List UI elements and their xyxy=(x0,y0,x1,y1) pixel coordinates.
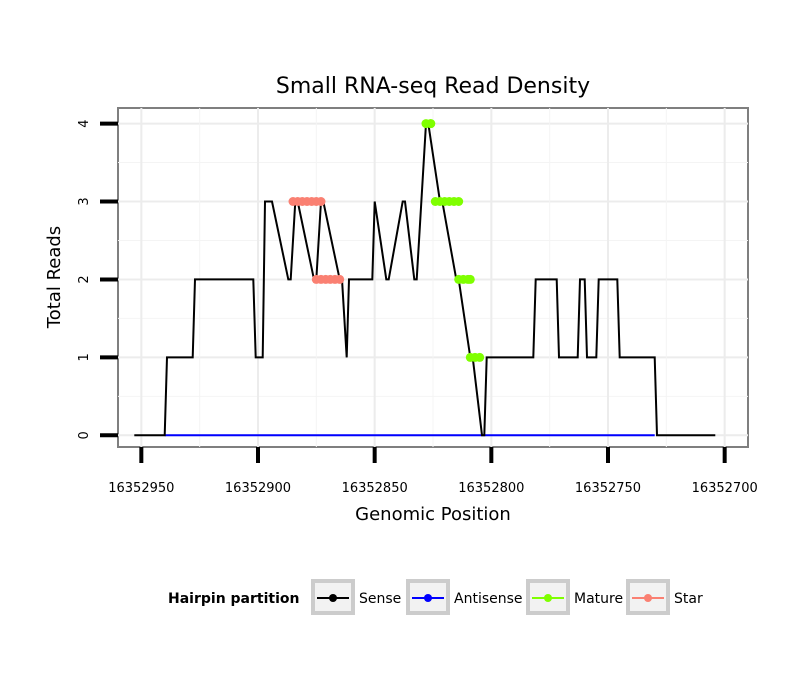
legend: Hairpin partition Sense Antisense Mature St… xyxy=(168,579,703,615)
legend-title: Hairpin partition xyxy=(168,591,299,607)
x-tick-label: 16352850 xyxy=(342,481,408,496)
legend-item-antisense: Antisense xyxy=(406,579,523,615)
y-tick-label: 4 xyxy=(77,119,92,127)
y-tick-label: 3 xyxy=(77,197,92,205)
series-layer xyxy=(134,119,716,437)
series-mature-point xyxy=(465,274,475,284)
x-tick-label: 16352750 xyxy=(575,481,641,496)
y-axis: 0 1 2 3 4 xyxy=(77,119,118,439)
x-tick-label: 16352800 xyxy=(458,481,524,496)
chart-title: Small RNA-seq Read Density xyxy=(276,74,590,99)
series-sense-line xyxy=(134,122,716,437)
legend-key-point xyxy=(644,594,652,602)
x-tick-label: 16352700 xyxy=(692,481,758,496)
y-tick-label: 0 xyxy=(77,431,92,439)
legend-item-star: Star xyxy=(626,579,703,615)
x-axis: 16352950 16352900 16352850 16352800 16352750… xyxy=(108,447,758,496)
series-mature-point xyxy=(475,352,485,362)
legend-label-antisense: Antisense xyxy=(454,591,523,607)
legend-key-point xyxy=(544,594,552,602)
legend-item-sense: Sense xyxy=(311,579,401,615)
y-tick-label: 1 xyxy=(77,353,92,361)
legend-label-star: Star xyxy=(674,591,703,607)
legend-item-mature: Mature xyxy=(526,579,623,615)
legend-label-mature: Mature xyxy=(574,591,623,607)
legend-key-point xyxy=(424,594,432,602)
series-star-point xyxy=(316,197,326,206)
series-star-point xyxy=(335,274,345,284)
y-tick-label: 2 xyxy=(77,275,92,283)
series-mature-point xyxy=(454,197,464,206)
legend-label-sense: Sense xyxy=(359,591,401,607)
x-axis-title: Genomic Position xyxy=(355,504,511,525)
x-tick-label: 16352900 xyxy=(225,481,291,496)
x-tick-label: 16352950 xyxy=(108,481,174,496)
legend-key-point xyxy=(329,594,337,602)
series-mature-point xyxy=(426,119,436,129)
y-axis-title: Total Reads xyxy=(44,226,65,329)
